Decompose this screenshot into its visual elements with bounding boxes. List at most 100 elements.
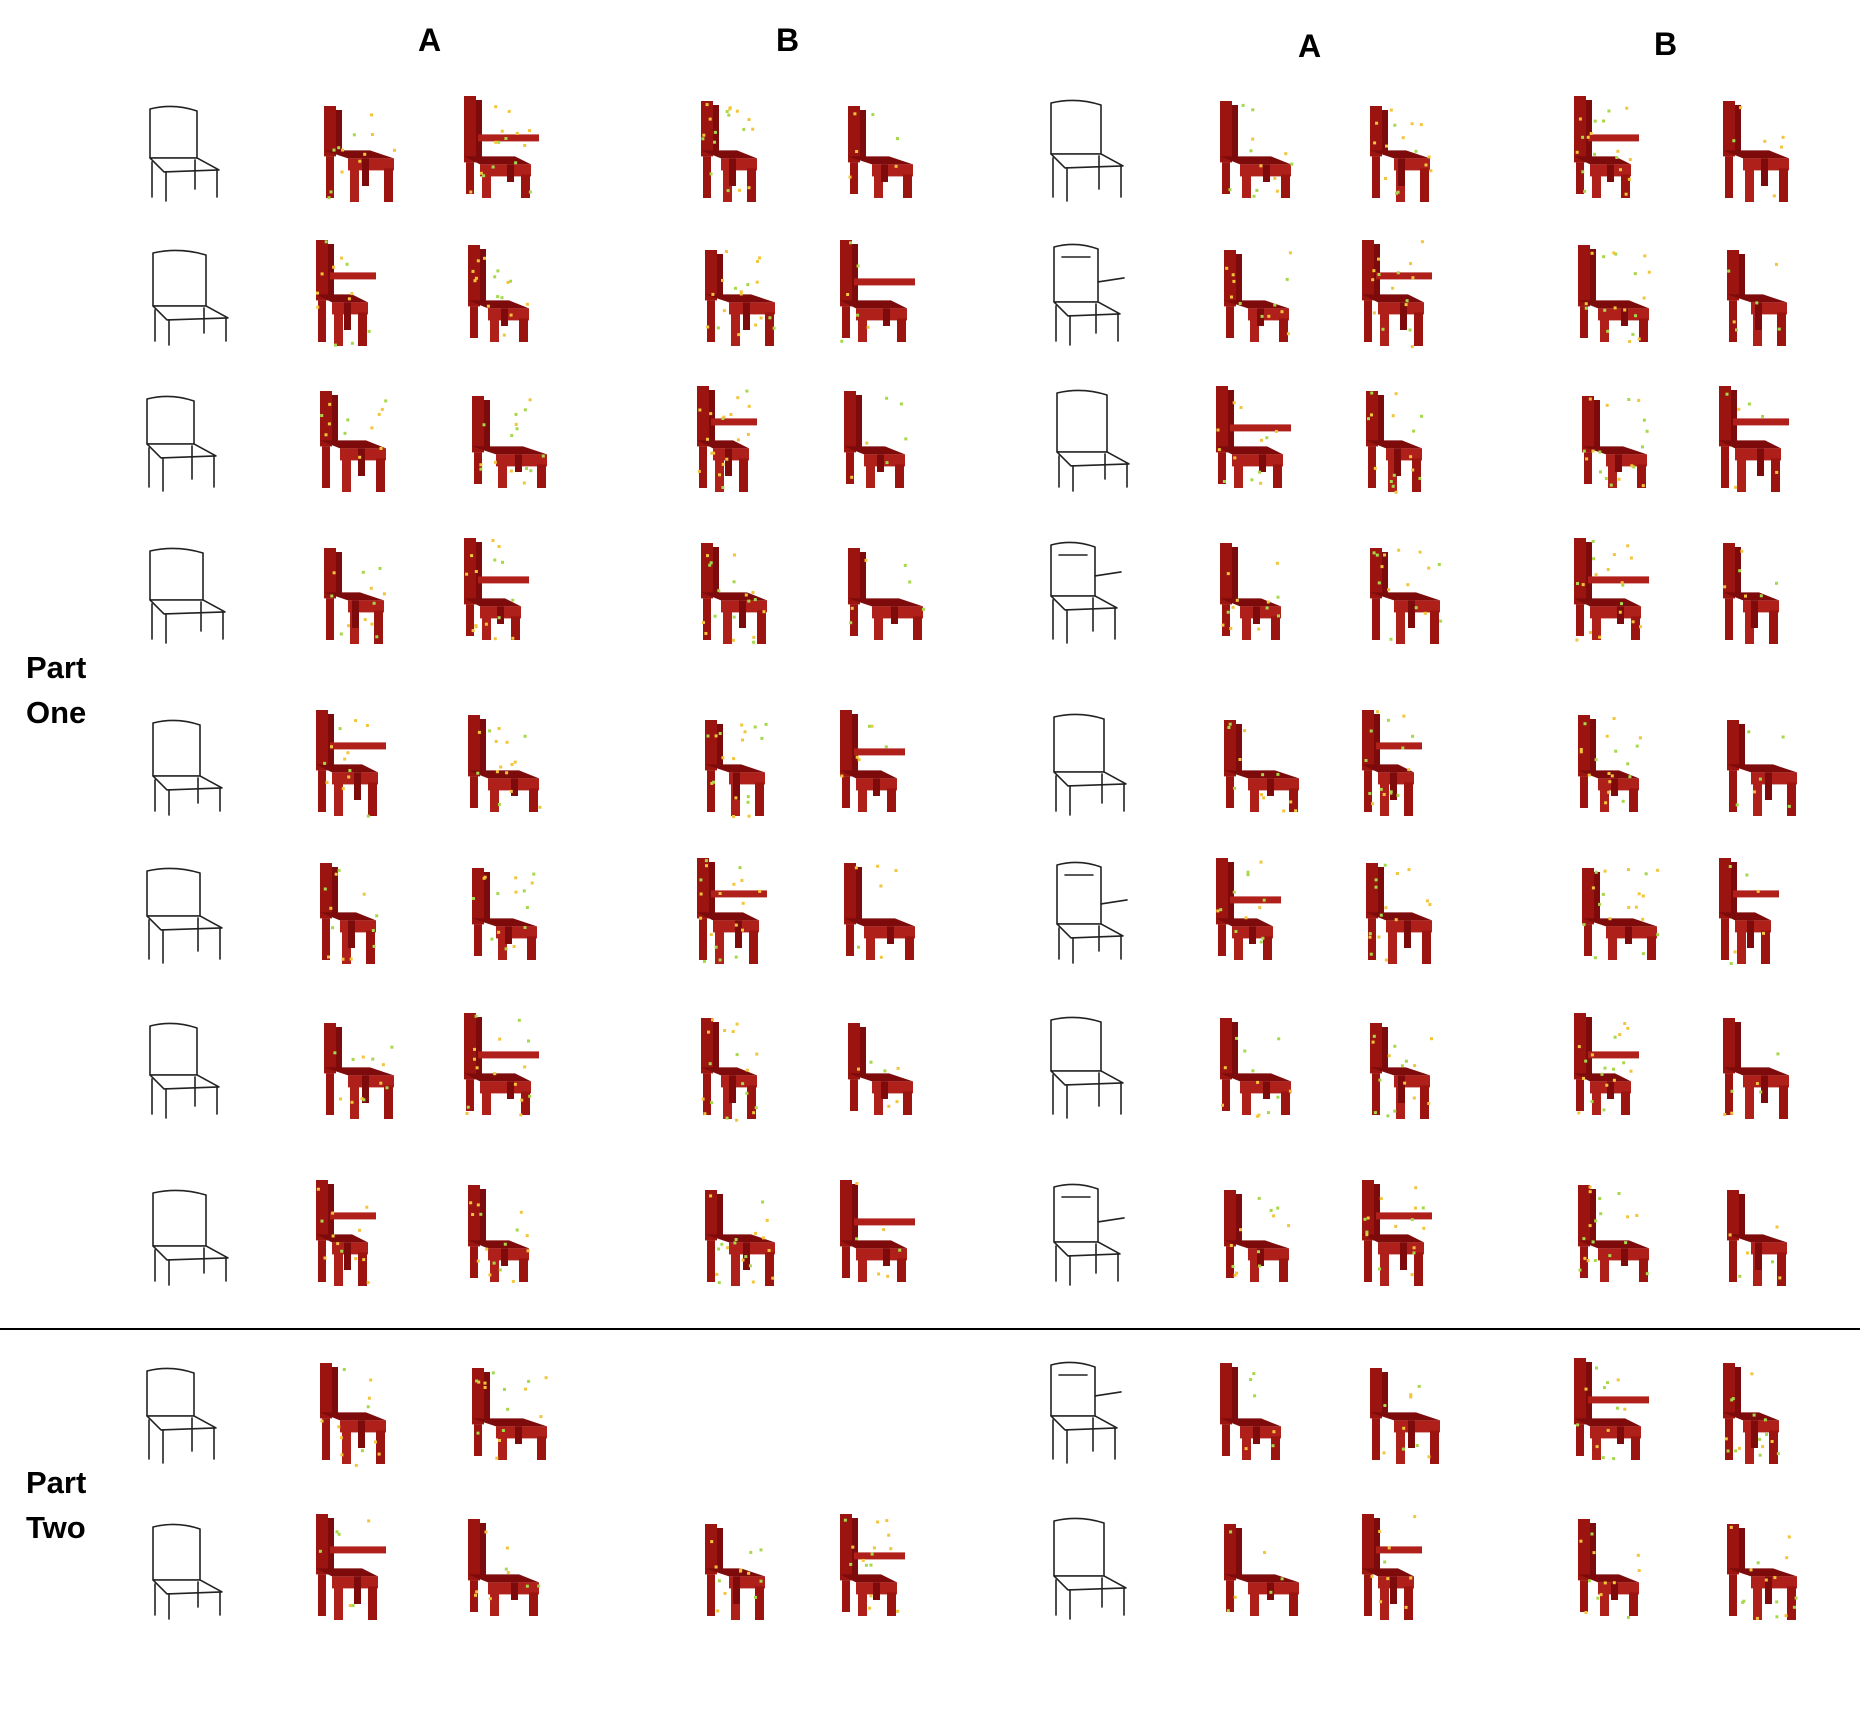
sketch-cell-r2-sketch-right	[1053, 243, 1125, 346]
voxel-cell-r1-b-left-1	[701, 101, 757, 202]
column-header-left-a: A	[418, 22, 442, 58]
voxel-cell-r6-b-right-2	[1719, 858, 1779, 965]
voxel-chair-render	[464, 538, 529, 641]
voxel-cell-r4-a-right-1	[1220, 543, 1281, 640]
voxel-cell-r5-a-right-2	[1362, 710, 1422, 816]
voxel-cell-r9-a-right-1	[1220, 1363, 1281, 1460]
voxel-chair-render	[1727, 250, 1787, 346]
voxel-cell-r8-a-right-2	[1362, 1180, 1432, 1286]
voxel-chair-render	[1719, 858, 1779, 965]
chair-sketch-strokes	[1053, 243, 1125, 346]
part-one-label: Part One	[26, 645, 86, 735]
chair-sketch-strokes	[1050, 541, 1122, 644]
voxel-chair-render	[472, 868, 537, 960]
voxel-chair-render	[840, 1514, 905, 1616]
voxel-cell-r5-a-left-2	[468, 715, 542, 812]
voxel-chair-render	[316, 710, 386, 818]
voxel-cell-r1-b-right-1	[1574, 96, 1639, 198]
voxel-cell-r5-a-right-1	[1224, 720, 1299, 813]
voxel-chair-render	[316, 240, 376, 347]
voxel-chair-render	[464, 96, 539, 198]
voxel-chair-render	[468, 1185, 530, 1283]
voxel-cell-r2-b-left-1	[705, 250, 776, 346]
voxel-cell-r1-b-right-2	[1723, 101, 1789, 202]
voxel-cell-r2-b-left-2	[840, 240, 915, 343]
voxel-cell-r1-a-left-2	[464, 96, 539, 198]
sketch-cell-r3-sketch-right	[1056, 389, 1130, 492]
sketch-cell-r3-sketch-left	[146, 395, 217, 492]
sketch-cell-r1-sketch-right	[1050, 99, 1124, 202]
voxel-cell-r7-b-right-2	[1723, 1018, 1789, 1119]
sketch-cell-r7-sketch-left	[149, 1022, 220, 1119]
chair-sketch-strokes	[1050, 1016, 1124, 1119]
voxel-chair-render	[848, 106, 913, 198]
voxel-cell-r1-a-right-1	[1220, 101, 1294, 198]
voxel-chair-render	[701, 543, 767, 644]
voxel-cell-r10-b-right-2	[1727, 1524, 1798, 1620]
voxel-chair-render	[1727, 1524, 1798, 1620]
voxel-chair-render	[324, 1023, 394, 1119]
voxel-cell-r2-a-right-2	[1362, 240, 1432, 349]
voxel-cell-r5-b-right-2	[1727, 720, 1797, 816]
chair-sketch-strokes	[152, 1189, 229, 1286]
voxel-chair-render	[324, 106, 396, 202]
voxel-chair-render	[840, 240, 915, 343]
part-one-label-line2: One	[26, 695, 87, 730]
voxel-chair-render	[1578, 1185, 1649, 1282]
chair-sketch-strokes	[146, 867, 223, 964]
voxel-cell-r4-b-right-2	[1723, 543, 1779, 644]
voxel-cell-r4-b-right-1	[1574, 538, 1649, 642]
voxel-chair-render	[1574, 96, 1639, 198]
column-header-right-a: A	[1298, 28, 1322, 64]
voxel-cell-r9-a-left-2	[472, 1368, 548, 1460]
voxel-cell-r3-b-right-2	[1719, 386, 1789, 492]
voxel-chair-render	[1723, 101, 1789, 202]
voxel-cell-r7-a-right-1	[1220, 1018, 1292, 1118]
voxel-cell-r3-a-left-2	[472, 396, 547, 488]
chair-sketch-strokes	[152, 1523, 223, 1620]
chair-sketch-strokes	[152, 249, 229, 346]
voxel-cell-r9-b-right-1	[1574, 1358, 1649, 1461]
voxel-chair-render	[316, 1180, 376, 1286]
voxel-chair-render	[316, 1514, 386, 1620]
voxel-chair-render	[1370, 548, 1443, 644]
voxel-chair-render	[468, 1519, 541, 1616]
chair-sketch-strokes	[146, 395, 217, 492]
voxel-cell-r3-a-left-1	[320, 391, 388, 492]
voxel-cell-r10-a-right-2	[1362, 1514, 1422, 1620]
voxel-cell-r1-a-left-1	[324, 106, 396, 202]
sketch-cell-r2-sketch-left	[152, 249, 229, 346]
voxel-cell-r7-a-right-2	[1370, 1023, 1433, 1119]
voxel-chair-render	[1370, 1368, 1440, 1464]
voxel-cell-r6-b-right-1	[1582, 868, 1660, 960]
voxel-chair-render	[1220, 543, 1281, 640]
chair-sketch-strokes	[1053, 1517, 1127, 1620]
voxel-cell-r6-a-left-1	[320, 863, 379, 964]
sketch-cell-r9-sketch-left	[146, 1367, 217, 1464]
sketch-cell-r1-sketch-left	[149, 105, 220, 202]
voxel-chair-render	[697, 858, 767, 964]
voxel-chair-render	[1723, 1363, 1780, 1464]
chair-sketch-strokes	[1053, 713, 1127, 816]
voxel-cell-r5-b-left-1	[705, 720, 768, 818]
voxel-chair-render	[705, 720, 768, 818]
voxel-chair-render	[1578, 1519, 1641, 1619]
voxel-chair-render	[697, 386, 757, 492]
voxel-chair-render	[705, 1190, 775, 1286]
sketch-cell-r4-sketch-right	[1050, 541, 1122, 644]
voxel-chair-render	[472, 396, 547, 488]
chair-sketch-strokes	[146, 1367, 217, 1464]
voxel-chair-render	[1224, 1190, 1291, 1282]
voxel-chair-render	[464, 1013, 539, 1117]
voxel-chair-render	[705, 250, 776, 346]
voxel-chair-render	[1216, 386, 1291, 488]
voxel-chair-render	[1723, 543, 1779, 644]
voxel-chair-render	[1220, 1363, 1281, 1460]
voxel-cell-r10-b-left-1	[705, 1524, 765, 1620]
chair-sketch-strokes	[1056, 861, 1128, 964]
part-two-label-line2: Two	[26, 1510, 86, 1545]
voxel-chair-render	[320, 391, 388, 492]
voxel-chair-render	[324, 548, 386, 644]
voxel-chair-render	[468, 715, 542, 812]
voxel-cell-r6-b-left-1	[697, 858, 767, 964]
